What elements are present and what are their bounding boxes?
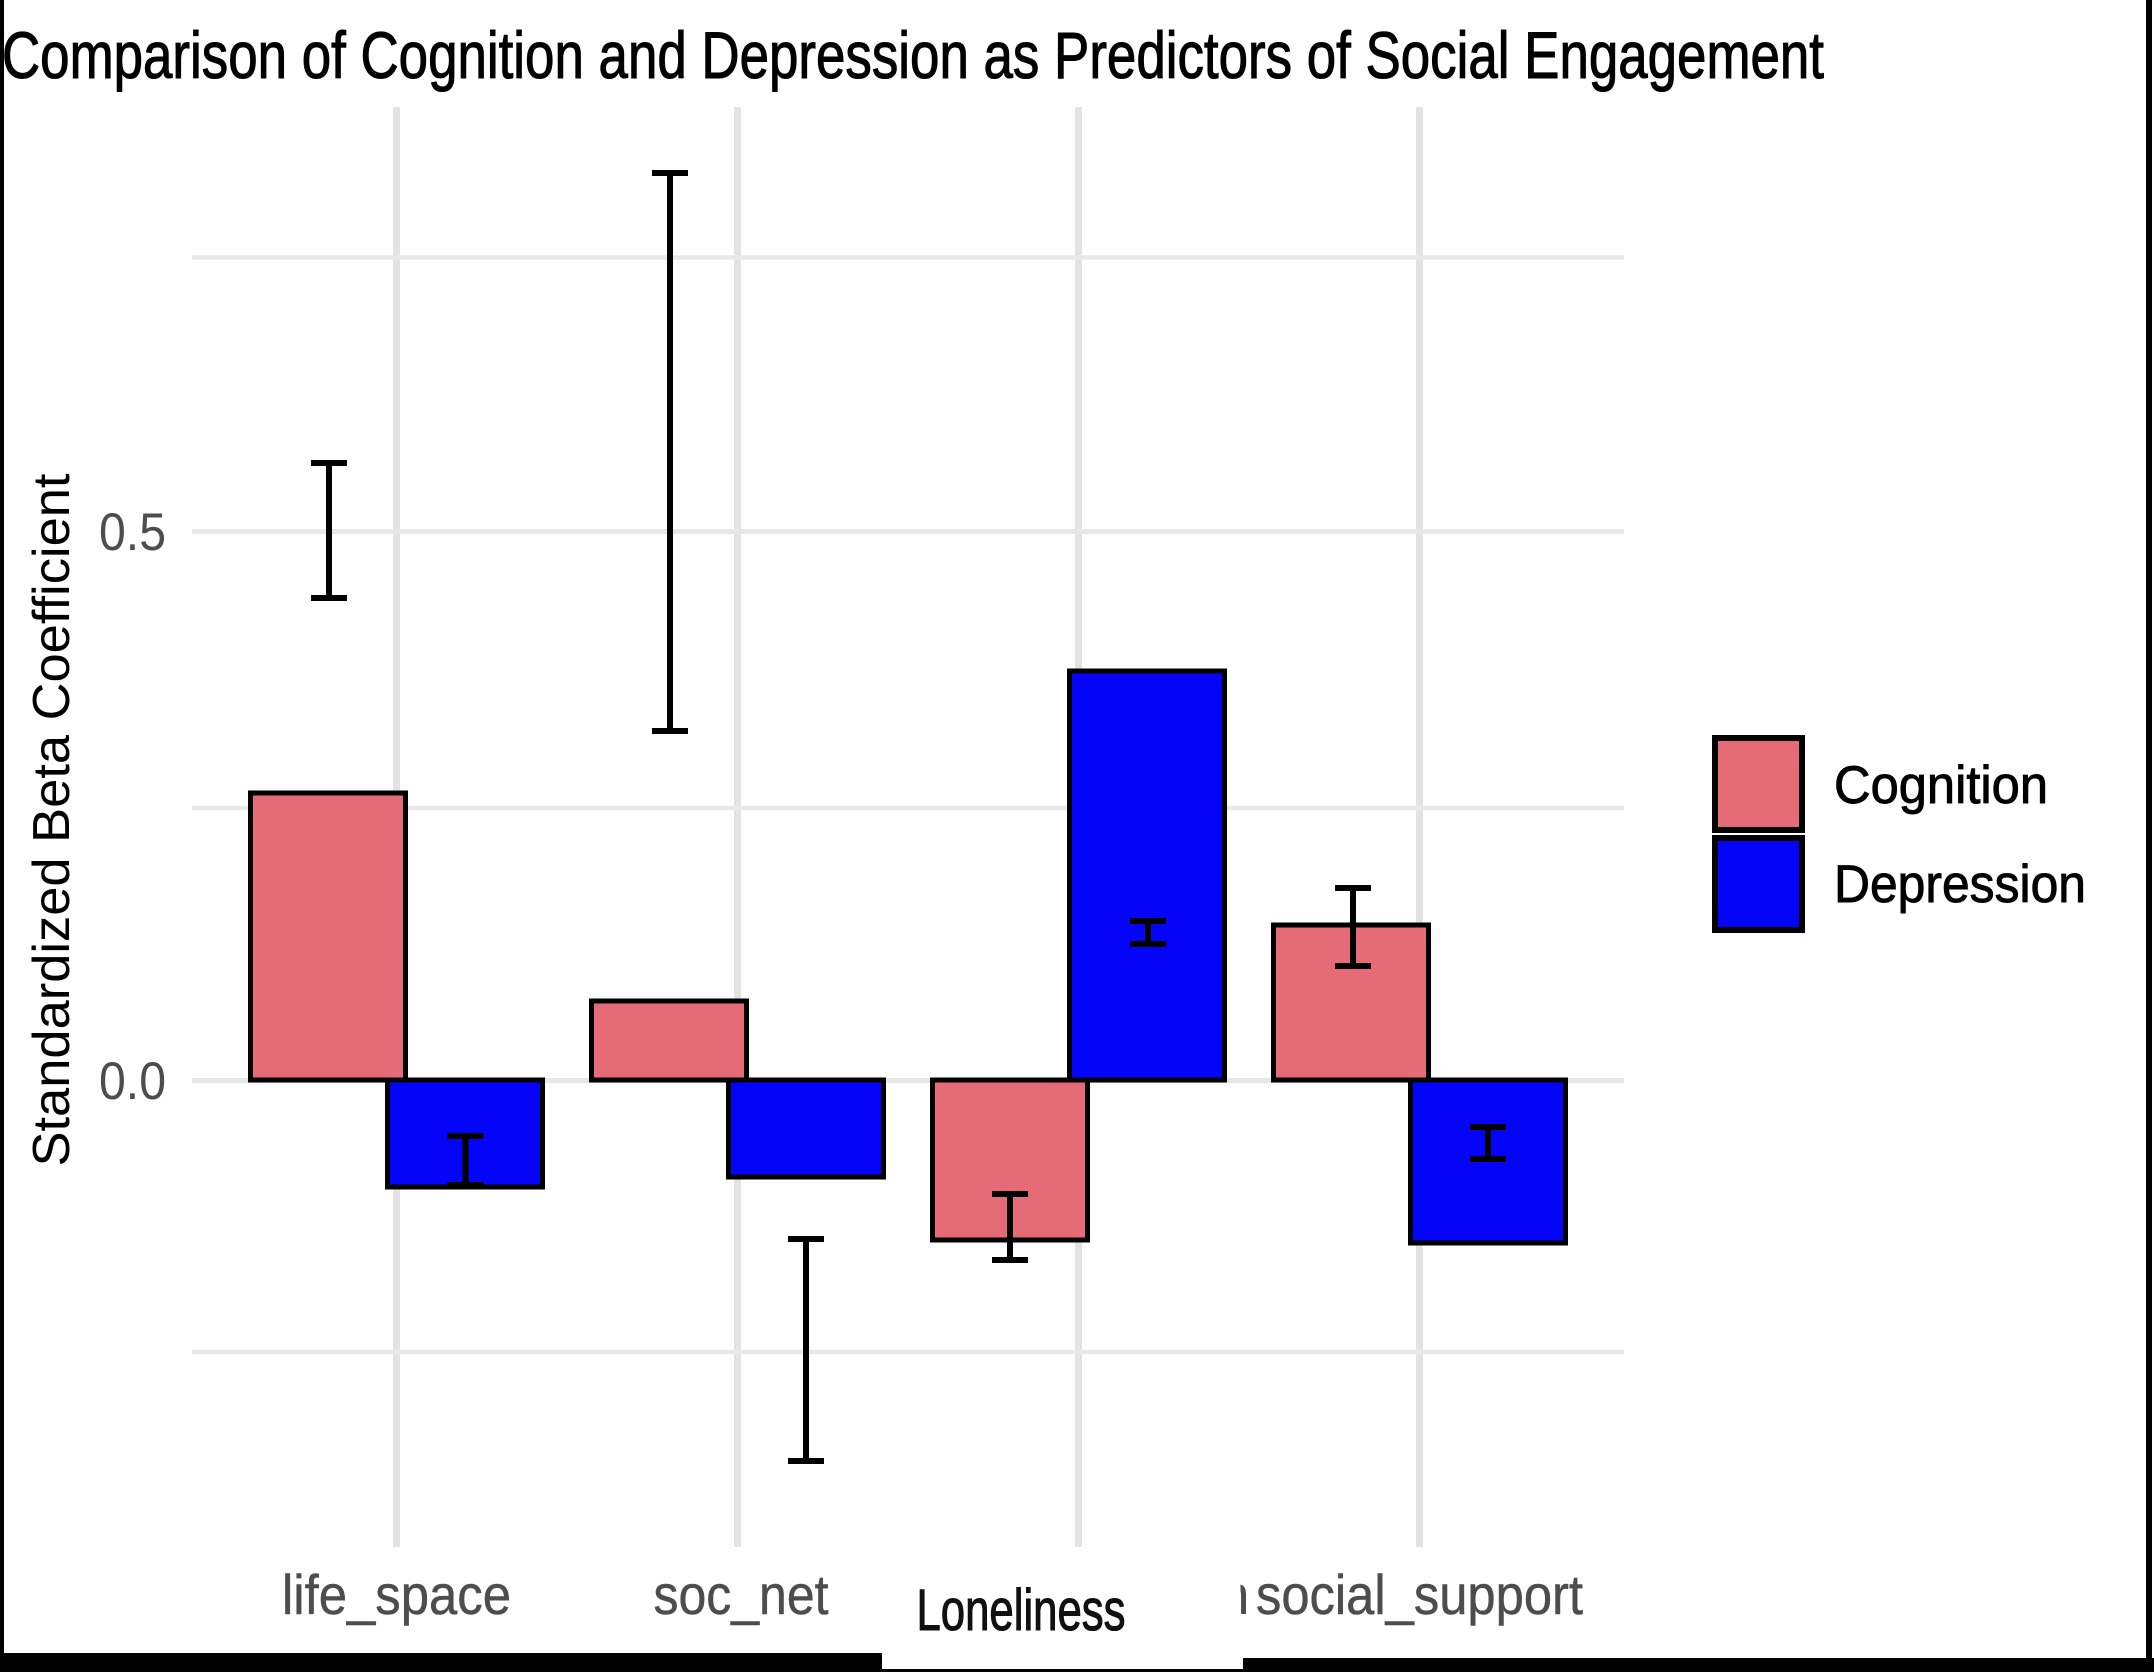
svg-text:Standardized Beta Coefficient: Standardized Beta Coefficient (23, 473, 81, 1167)
svg-text:Comparison of Cognition and De: Comparison of Cognition and Depression a… (2, 18, 1824, 92)
svg-text:n: n (1219, 1563, 1250, 1626)
svg-text:Cognition: Cognition (1834, 756, 2048, 815)
svg-text:Loneliness: Loneliness (917, 1578, 1126, 1643)
svg-text:soc_net: soc_net (654, 1563, 829, 1626)
svg-text:0.0: 0.0 (99, 1052, 166, 1111)
svg-text:life_space: life_space (282, 1563, 511, 1626)
svg-text:social_support: social_support (1256, 1563, 1583, 1626)
svg-text:0.5: 0.5 (99, 503, 166, 562)
svg-text:Depression: Depression (1834, 855, 2086, 914)
